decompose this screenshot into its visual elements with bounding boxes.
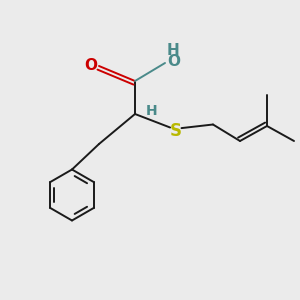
Text: O: O bbox=[167, 54, 180, 69]
Text: H: H bbox=[146, 104, 157, 118]
Text: S: S bbox=[169, 122, 181, 140]
Text: H: H bbox=[167, 43, 180, 58]
Text: O: O bbox=[84, 58, 97, 74]
